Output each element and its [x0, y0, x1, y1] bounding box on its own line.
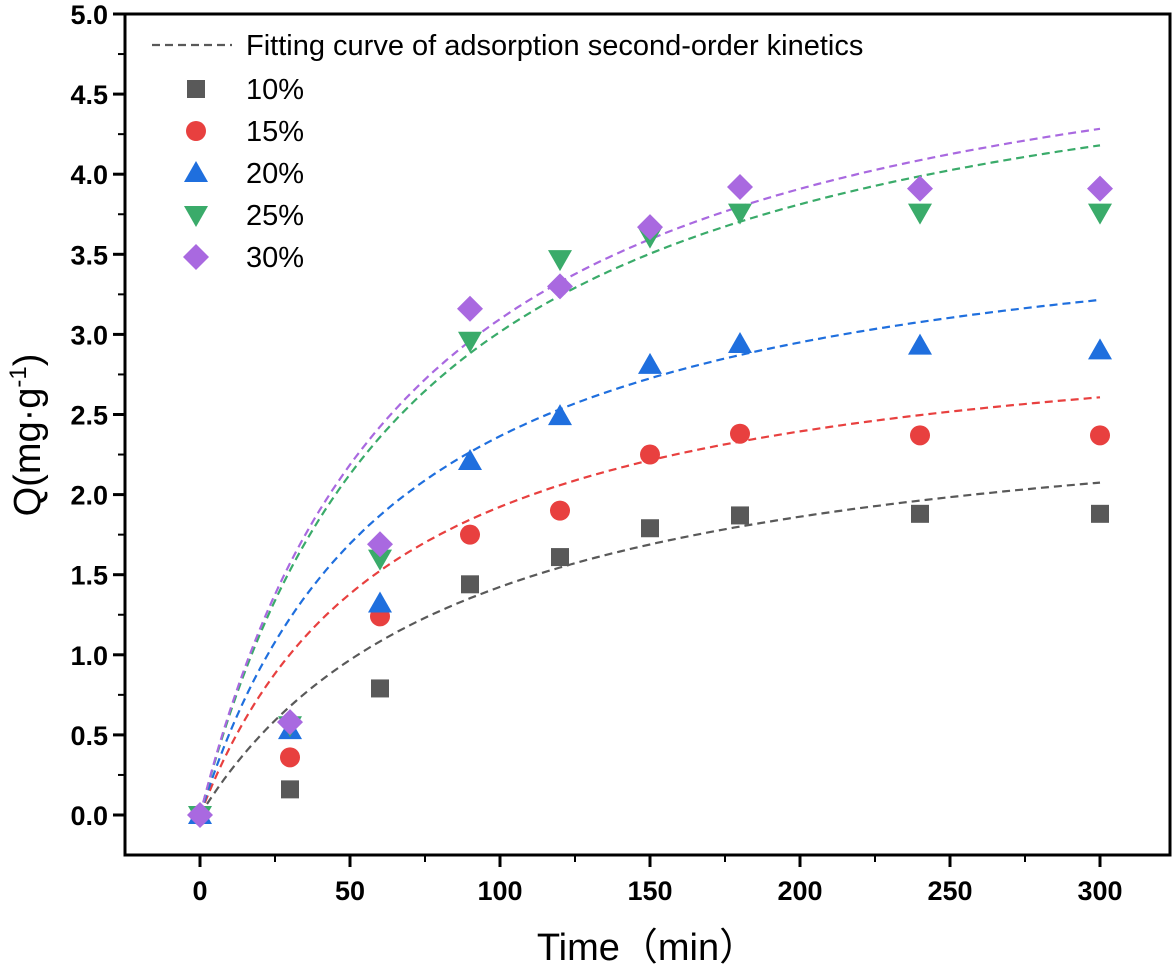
data-point-10pct	[461, 575, 479, 594]
data-point-20pct	[728, 332, 752, 354]
data-point-30pct	[907, 175, 933, 202]
data-point-20pct	[368, 591, 392, 613]
svg-text:Q(mg·g-1): Q(mg·g-1)	[5, 354, 49, 517]
legend-label-10pct: 10%	[246, 74, 304, 106]
y-tick-label: 2.5	[70, 401, 108, 431]
x-tick-label: 300	[1077, 876, 1122, 906]
plot-content	[187, 127, 1113, 828]
x-axis-title: Time（min）	[537, 927, 757, 969]
data-point-25pct	[908, 203, 932, 225]
data-point-15pct	[550, 500, 570, 521]
data-point-10pct	[281, 780, 299, 799]
data-point-10pct	[1091, 504, 1109, 523]
legend-label-25pct: 25%	[246, 200, 304, 232]
data-point-25pct	[368, 549, 392, 571]
data-point-20pct	[548, 404, 572, 426]
data-point-20pct	[458, 448, 482, 470]
data-point-15pct	[1090, 425, 1110, 446]
y-tick-label: 0.5	[70, 721, 108, 751]
data-point-30pct	[547, 273, 573, 300]
y-tick-label: 1.0	[70, 641, 108, 671]
x-tick-label: 250	[927, 876, 972, 906]
legend: Fitting curve of adsorption second-order…	[152, 30, 863, 274]
y-axis-title-close: )	[7, 354, 49, 367]
data-point-15pct	[280, 747, 300, 768]
data-point-30pct	[187, 802, 213, 828]
x-tick-label: 200	[777, 876, 822, 906]
data-point-15pct	[460, 524, 480, 545]
data-point-15pct	[640, 444, 660, 465]
data-point-10pct	[911, 504, 929, 523]
data-point-25pct	[728, 203, 752, 225]
y-axis-title: Q(mg·g-1)	[5, 354, 49, 517]
data-point-30pct	[637, 214, 663, 241]
y-tick-label: 3.5	[70, 240, 108, 270]
data-point-25pct	[548, 250, 572, 272]
legend-swatch-25pct	[184, 206, 208, 227]
y-tick-label: 5.0	[70, 0, 108, 30]
fit-curve-20pct	[198, 298, 1101, 816]
data-point-15pct	[910, 425, 930, 446]
legend-label-30pct: 30%	[246, 242, 304, 274]
y-tick-label: 0.0	[70, 801, 108, 831]
data-point-10pct	[371, 679, 389, 698]
data-point-10pct	[641, 519, 659, 538]
legend-swatch-30pct	[183, 244, 209, 270]
y-axis-title-exponent: -1	[5, 366, 32, 387]
y-tick-label: 4.0	[70, 160, 108, 190]
y-tick-label: 2.0	[70, 481, 108, 511]
data-point-20pct	[638, 352, 662, 374]
data-point-10pct	[551, 548, 569, 567]
data-point-30pct	[1087, 175, 1113, 202]
x-tick-label: 0	[192, 876, 207, 906]
legend-swatch-20pct	[184, 161, 208, 182]
x-tick-label: 50	[335, 876, 365, 906]
fit-curve-10pct	[199, 481, 1101, 816]
data-point-15pct	[730, 423, 750, 444]
y-tick-label: 3.0	[70, 320, 108, 350]
legend-label-15pct: 15%	[246, 116, 304, 148]
data-point-20pct	[1088, 338, 1112, 360]
data-point-20pct	[908, 333, 932, 355]
axis-ticks: 0 50 100 150 200 250 300 0.0 0.5 1.0 1.5 2.0 2.5 3.0 3…	[70, 0, 1122, 906]
plot-frame	[123, 12, 1172, 857]
data-point-30pct	[277, 709, 303, 736]
legend-swatch-15pct	[186, 121, 206, 141]
y-tick-label: 1.5	[70, 561, 108, 591]
legend-swatch-10pct	[187, 80, 205, 98]
data-point-30pct	[367, 531, 393, 558]
data-point-30pct	[457, 295, 483, 322]
x-tick-label: 100	[477, 876, 522, 906]
fit-curve-30pct	[198, 127, 1101, 816]
legend-fit-label: Fitting curve of adsorption second-order…	[246, 30, 863, 62]
data-point-30pct	[727, 174, 753, 201]
data-point-25pct	[1088, 203, 1112, 225]
data-point-25pct	[458, 331, 482, 353]
legend-label-20pct: 20%	[246, 158, 304, 190]
y-axis-title-base: Q(mg·g	[7, 388, 49, 517]
y-tick-label: 4.5	[70, 80, 108, 110]
x-tick-label: 150	[627, 876, 672, 906]
data-point-10pct	[731, 506, 749, 525]
